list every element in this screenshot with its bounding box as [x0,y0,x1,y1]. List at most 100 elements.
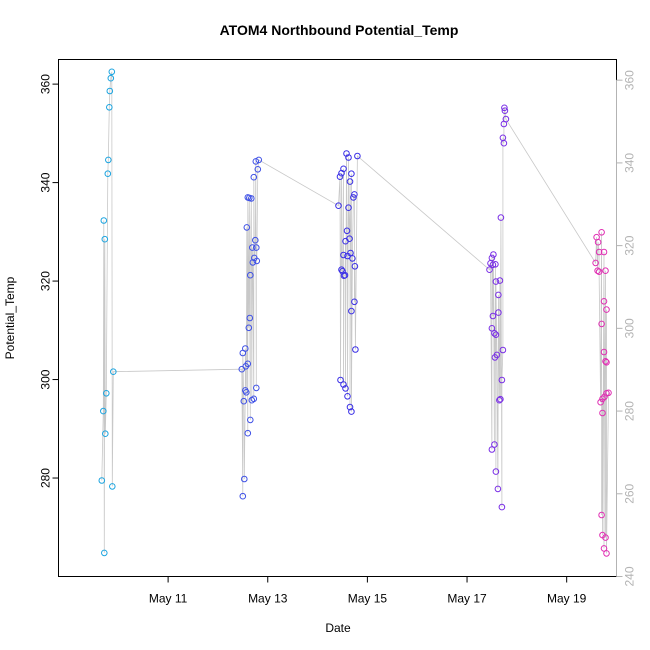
y-tick-label-280: 280 [39,468,53,488]
data-point-s3-5 [343,150,350,157]
data-point-s5-22 [598,511,605,519]
data-point-s2-23 [249,259,257,266]
data-point-s3-28 [337,376,344,384]
data-point-s3-4 [340,165,347,173]
data-point-s4-28 [500,139,508,147]
data-point-s2-13 [239,349,247,357]
data-point-s4-31 [501,107,509,114]
data-point-s5-24 [600,545,608,552]
data-point-s5-19 [597,398,604,406]
x-tick-label-15: May 15 [348,592,388,606]
data-point-s4-30 [502,115,510,123]
points-layer [98,68,612,557]
data-point-s1-3 [100,407,107,415]
data-point-s1-13 [108,68,116,76]
data-point-s4-4 [494,485,502,493]
data-point-s5-6 [598,229,605,236]
y-axis-left: 280 300 320 340 360 [39,74,59,488]
data-point-s3-2 [336,173,344,180]
data-point-s5-10 [598,320,605,328]
data-point-s3-23 [349,255,356,262]
data-point-s4-32 [501,104,508,112]
data-point-s5-11 [600,298,608,305]
data-point-s2-18 [243,224,251,231]
data-point-s4-2 [491,441,498,448]
y2-tick-label-240: 240 [623,566,637,586]
data-point-s4-7 [497,395,504,403]
trace-layer [101,71,609,554]
data-point-s4-13 [489,312,497,320]
data-point-s4-24 [488,254,496,262]
data-point-s1-15 [109,483,116,490]
data-point-s4-6 [496,396,503,404]
data-point-s2-24 [249,244,256,251]
data-point-s1-6 [101,235,109,243]
y-axis-label: Potential_Temp [3,276,17,359]
data-point-s3-29 [340,381,347,388]
x-axis-label: Date [325,621,351,635]
data-point-s3-24 [351,263,359,270]
data-point-s1-11 [106,87,114,95]
data-point-s5-4 [592,259,599,267]
data-point-s4-1 [488,446,496,453]
y2-tick-label-280: 280 [623,401,637,421]
y2-tick-label-320: 320 [623,235,637,255]
data-point-s5-21 [605,389,612,397]
data-point-s5-17 [602,358,609,365]
series-trace-line [101,71,609,554]
data-point-s4-12 [492,331,500,339]
data-point-s3-20 [340,272,348,280]
data-point-s5-9 [595,268,603,276]
data-point-s2-6 [244,429,252,437]
data-point-s3-17 [338,266,345,274]
x-tick-label-11: May 11 [149,592,188,606]
y-tick-label-340: 340 [39,172,53,192]
data-point-s2-32 [255,156,263,164]
data-point-s1-8 [104,170,112,177]
data-point-s4-26 [497,214,505,221]
y-tick-label-300: 300 [39,369,53,389]
data-point-s5-8 [602,267,609,275]
data-point-s1-1 [98,477,106,484]
data-point-s3-12 [345,204,352,211]
data-point-s3-25 [348,307,355,315]
data-point-s2-15 [246,314,254,322]
data-point-s2-26 [252,236,259,244]
y2-tick-label-300: 300 [623,318,637,338]
data-point-s4-3 [492,468,500,475]
data-point-s3-31 [344,393,351,400]
data-point-s3-27 [352,346,359,353]
data-point-s3-26 [351,298,358,306]
data-point-s3-8 [348,170,355,177]
data-point-s1-2 [101,549,108,557]
data-point-s5-26 [602,534,609,541]
data-point-s3-30 [342,385,349,392]
chart-title: ATOM4 Northbound Potential_Temp [220,22,459,38]
data-point-s1-10 [106,104,113,111]
data-point-s3-13 [343,227,351,235]
data-point-s3-9 [350,194,357,201]
data-point-s2-9 [250,395,258,403]
y2-tick-label-260: 260 [623,483,637,503]
x-axis: May 11 May 13 May 15 May 17 May 19 [149,576,587,606]
x-tick-label-19: May 19 [547,592,587,606]
data-point-s4-22 [489,261,497,269]
data-point-s4-5 [498,503,506,511]
data-point-s3-32 [346,403,354,411]
data-point-s3-15 [346,235,353,242]
data-point-s4-15 [495,309,502,316]
data-point-s2-2 [241,475,248,483]
data-point-s2-28 [253,257,261,265]
data-point-s1-14 [110,368,117,376]
y-tick-label-320: 320 [39,271,53,291]
y-axis-right: 240 260 280 300 320 340 360 [616,70,637,587]
data-point-s4-11 [491,330,498,337]
data-point-s2-21 [248,195,255,202]
data-point-s2-10 [252,384,260,392]
data-point-s4-20 [486,266,493,274]
data-point-s2-3 [240,397,248,405]
data-point-s2-31 [254,166,262,173]
y2-tick-label-340: 340 [623,153,637,173]
data-point-s2-5 [243,389,250,396]
